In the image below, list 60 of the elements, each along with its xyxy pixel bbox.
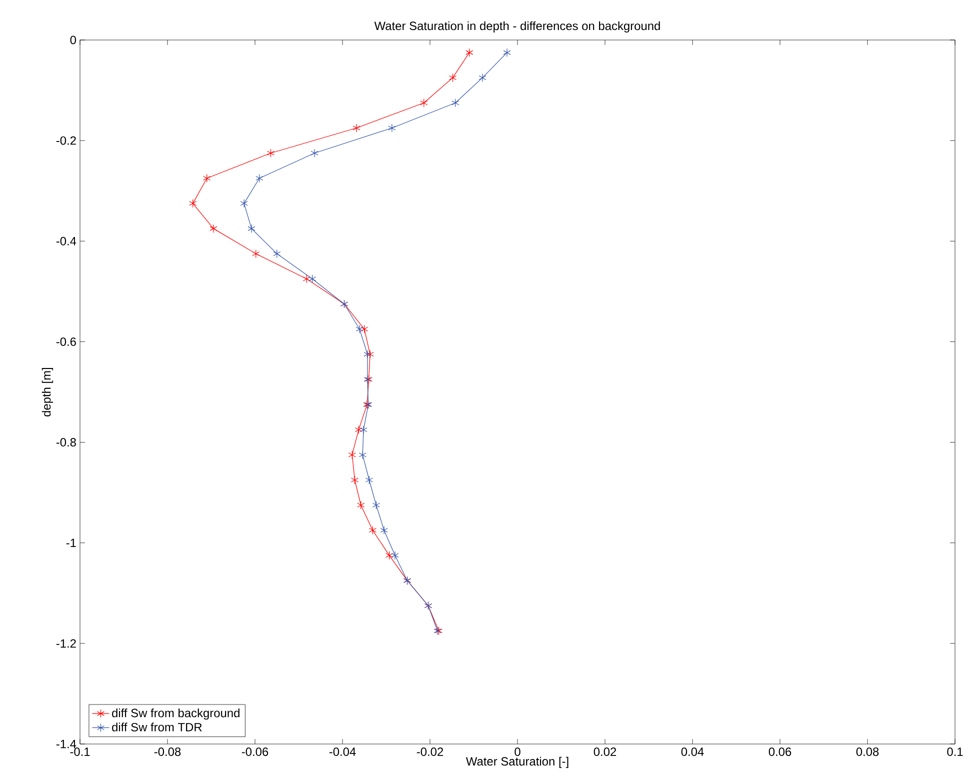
point	[240, 199, 248, 208]
point	[210, 224, 218, 233]
y-tick-label: 0	[70, 36, 76, 44]
point	[273, 249, 281, 258]
point	[357, 500, 365, 510]
point	[358, 450, 366, 460]
point	[203, 174, 211, 183]
point	[420, 98, 428, 108]
x-tick-label: 0.06	[768, 748, 792, 756]
chart-title: Water Saturation in depth - differences on background	[374, 21, 660, 32]
point	[302, 274, 310, 284]
legend-label: diff Sw from TDR	[112, 722, 202, 732]
point	[354, 425, 362, 434]
point	[365, 476, 373, 484]
point	[380, 526, 388, 535]
point	[452, 98, 460, 108]
point	[348, 450, 356, 460]
point	[352, 124, 360, 132]
point	[364, 350, 372, 359]
point	[448, 73, 457, 82]
point	[391, 551, 399, 560]
point	[366, 350, 374, 359]
x-tick-label: 0.04	[681, 748, 704, 756]
point	[266, 148, 275, 158]
y-tick-label: -0.8	[56, 438, 76, 447]
y-tick-label: -1.4	[56, 740, 76, 748]
point	[356, 324, 364, 334]
point	[478, 73, 486, 82]
y-tick-label: -1	[66, 538, 76, 547]
point	[386, 551, 394, 560]
point	[308, 274, 316, 284]
point	[503, 48, 511, 57]
point	[388, 124, 396, 132]
y-tick-label: -1.2	[56, 639, 76, 648]
y-tick-label: -0.2	[56, 136, 76, 145]
x-tick-label: -0.04	[329, 748, 356, 756]
x-tick-label: -0.02	[416, 748, 444, 756]
x-tick-label: 0.1	[947, 748, 963, 756]
legend-label: diff Sw from background	[112, 708, 240, 720]
point	[360, 425, 368, 434]
point	[368, 526, 376, 535]
point	[466, 48, 474, 57]
y-tick-label: -0.6	[56, 337, 76, 346]
x-tick-label: 0.02	[594, 748, 616, 756]
point	[256, 174, 264, 183]
x-tick-label: 0.08	[856, 748, 879, 756]
y-axis-title: depth [m]	[42, 368, 54, 416]
point	[248, 224, 256, 233]
x-tick-label: 0	[514, 748, 520, 756]
x-tick-label: -0.06	[242, 748, 268, 756]
point	[360, 324, 368, 334]
x-axis-title: Water Saturation [-]	[466, 756, 568, 768]
x-tick-label: -0.1	[70, 748, 90, 756]
point	[372, 500, 380, 510]
x-tick-label: -0.08	[154, 748, 181, 756]
point	[310, 148, 318, 158]
point	[189, 199, 197, 208]
y-tick-label: -0.4	[56, 236, 76, 246]
point	[350, 476, 359, 484]
point	[252, 249, 260, 258]
